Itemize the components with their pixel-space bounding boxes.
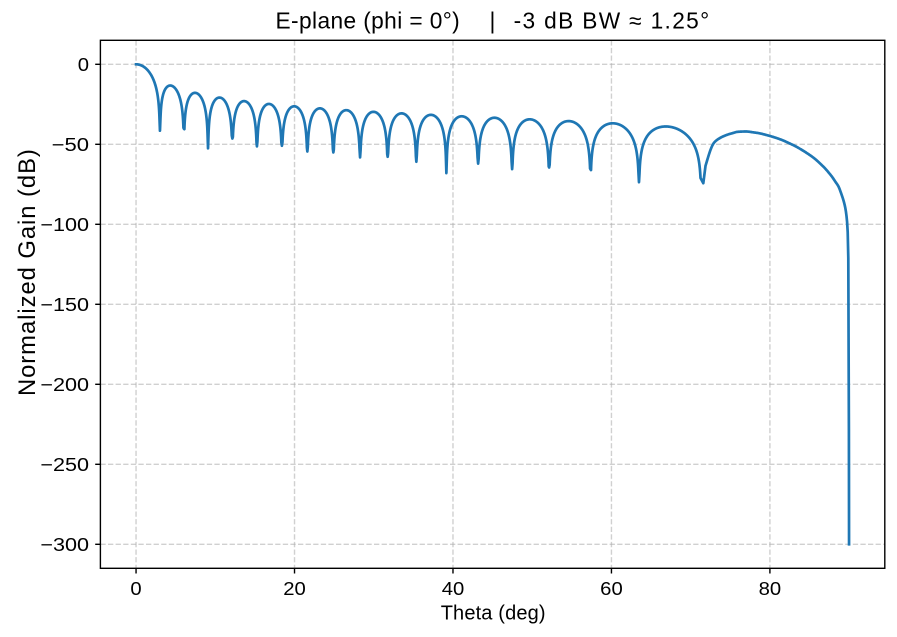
svg-text:40: 40 (442, 578, 465, 599)
svg-text:-3 dB BW ≈ 1.25°: -3 dB BW ≈ 1.25° (514, 8, 711, 34)
svg-text:−100: −100 (40, 214, 89, 235)
svg-text:Theta (deg): Theta (deg) (441, 603, 546, 625)
svg-text:−50: −50 (52, 134, 89, 155)
svg-text:0: 0 (130, 578, 141, 599)
svg-text:−300: −300 (40, 534, 89, 555)
svg-text:80: 80 (759, 578, 782, 599)
svg-text:Normalized Gain (dB): Normalized Gain (dB) (14, 148, 41, 396)
svg-text:−150: −150 (40, 294, 89, 315)
svg-text:20: 20 (283, 578, 306, 599)
svg-text:0: 0 (78, 54, 89, 75)
svg-text:60: 60 (600, 578, 623, 599)
svg-text:−200: −200 (40, 374, 89, 395)
svg-text:−250: −250 (40, 454, 89, 475)
svg-text:E-plane (phi = 0°): E-plane (phi = 0°) (276, 8, 461, 34)
svg-text:|: | (490, 8, 496, 34)
